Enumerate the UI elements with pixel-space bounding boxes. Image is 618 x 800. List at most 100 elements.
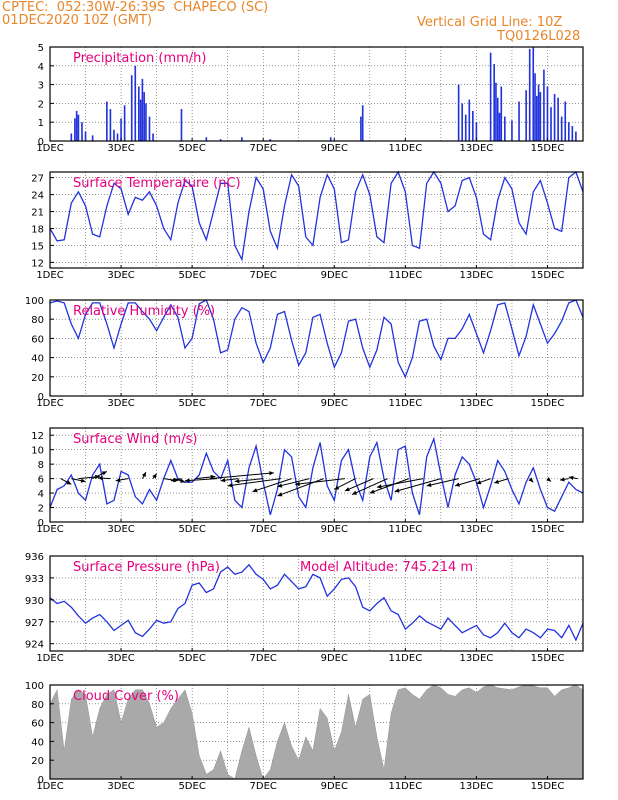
x-tick-label: 7DEC xyxy=(250,143,277,154)
y-tick-label: 12 xyxy=(31,431,44,442)
panel-temp: 12 15 18 21 24 27 1DEC 3DEC 5DEC 7DEC 9DEC 11DEC 13D… xyxy=(31,170,584,281)
wind-arrow-head xyxy=(494,479,500,484)
x-tick-label: 1DEC xyxy=(36,270,63,281)
panel-frame xyxy=(49,299,584,397)
cloud-area xyxy=(49,684,584,780)
panel-title: Cloud Cover (%) xyxy=(73,689,179,704)
wind-arrow xyxy=(234,478,264,483)
precip-bar xyxy=(461,103,464,141)
wind-arrow xyxy=(344,478,374,492)
wind-arrow-head xyxy=(252,488,258,493)
y-tick-label: 100 xyxy=(25,296,44,307)
x-tick-label: 13DEC xyxy=(460,524,494,535)
x-tick-label: 9DEC xyxy=(321,653,348,664)
panel-cloud: 0 20 40 60 80 100 1DEC 3DEC 5DEC 7DEC 9DEC 11DEC 13D… xyxy=(25,681,584,792)
y-tick-label: 8 xyxy=(38,460,44,471)
y-tick-label: 4 xyxy=(38,489,44,500)
precip-bar xyxy=(241,137,243,141)
precip-bar xyxy=(528,48,531,141)
precip-bar xyxy=(138,86,140,141)
y-tick-label: 27 xyxy=(31,174,44,185)
panel-frame xyxy=(49,46,584,142)
panel-frame xyxy=(49,555,584,652)
y-tick-label: 1 xyxy=(38,118,44,129)
wind-arrow-head xyxy=(369,489,375,494)
x-tick-label: 15DEC xyxy=(531,524,565,535)
precip-bar xyxy=(525,90,527,141)
y-tick-label: 60 xyxy=(31,719,44,730)
panel-wind: 0 2 4 6 8 10 12 1DEC 3DEC 5DEC 7DEC 9DEC 11DEC 13DEC 1… xyxy=(31,427,584,535)
wind-arrow-head xyxy=(234,478,240,484)
wind-arrow-head xyxy=(180,478,185,483)
x-tick-label: 5DEC xyxy=(178,270,205,281)
wind-arrow-head xyxy=(220,478,226,483)
x-tick-label: 3DEC xyxy=(107,270,134,281)
precip-bar xyxy=(205,137,208,141)
precip-bar xyxy=(360,116,362,141)
y-tick-label: 40 xyxy=(31,737,44,748)
precip-bar xyxy=(464,114,467,141)
panel-title: Relative Humidity (%) xyxy=(73,304,215,319)
y-tick-label: 12 xyxy=(31,258,44,269)
wind-arrow xyxy=(426,478,459,487)
precip-bar xyxy=(543,69,545,141)
wind-arrow-head xyxy=(559,477,565,482)
wind-arrow-head xyxy=(376,484,382,489)
wind-arrow-head xyxy=(141,472,146,478)
pres-line xyxy=(49,563,584,642)
x-tick-label: 13DEC xyxy=(460,143,494,154)
y-tick-label: 0 xyxy=(38,137,44,148)
wind-arrow-head xyxy=(80,478,86,483)
x-tick-label: 7DEC xyxy=(250,270,277,281)
x-tick-label: 3DEC xyxy=(107,781,134,792)
y-tick-label: 5 xyxy=(38,43,44,54)
y-tick-label: 0 xyxy=(38,392,44,403)
wind-arrow xyxy=(227,478,282,487)
precip-bar xyxy=(141,78,144,141)
wind-arrow xyxy=(376,478,424,488)
wind-arrow-head xyxy=(295,481,300,486)
y-tick-label: 10 xyxy=(31,446,44,457)
y-tick-label: 20 xyxy=(31,373,44,384)
wind-arrow-head xyxy=(476,480,482,485)
wind-arrow-head xyxy=(528,477,534,483)
y-tick-label: 0 xyxy=(38,775,44,786)
x-tick-label: 1DEC xyxy=(36,398,63,409)
x-tick-label: 13DEC xyxy=(460,653,494,664)
wind-arrow-head xyxy=(66,480,72,485)
precip-bar xyxy=(143,92,145,141)
x-tick-label: 11DEC xyxy=(388,398,422,409)
precip-bar xyxy=(123,105,126,141)
y-tick-label: 20 xyxy=(31,756,44,767)
y-tick-label: 933 xyxy=(25,574,44,585)
x-tick-label: 13DEC xyxy=(460,398,494,409)
precip-bar xyxy=(537,84,540,141)
panel-rh: 0 20 40 60 80 100 1DEC 3DEC 5DEC 7DEC 9DEC 11DEC 13D… xyxy=(25,296,584,409)
y-tick-label: 2 xyxy=(38,504,44,515)
x-tick-label: 3DEC xyxy=(107,398,134,409)
precip-bar xyxy=(139,99,142,141)
precip-bar xyxy=(74,118,76,141)
precip-bar xyxy=(560,116,563,141)
precip-bar xyxy=(534,73,536,141)
precip-bar xyxy=(500,86,503,141)
y-tick-label: 927 xyxy=(25,618,44,629)
wind-arrow-head xyxy=(115,477,121,483)
panel-title: Precipitation (mm/h) xyxy=(73,51,206,66)
x-tick-label: 5DEC xyxy=(178,781,205,792)
panel-precip: 0 1 2 3 4 5 1DEC 3DEC 5DEC 7DEC 9DEC 11DEC 13DEC 15DE… xyxy=(36,43,584,154)
wind-arrow xyxy=(351,478,388,495)
x-tick-label: 9DEC xyxy=(321,398,348,409)
precip-bar xyxy=(535,95,538,141)
wind-arrow-head xyxy=(455,482,460,487)
precip-bar xyxy=(539,92,542,141)
y-tick-label: 40 xyxy=(31,354,44,365)
panel-pres: 924 927 930 933 936 1DEC 3DEC 5DEC 7DEC 9DEC 11DEC… xyxy=(25,552,584,664)
header-datetime: 01DEC2020 10Z (GMT) xyxy=(2,13,153,28)
x-tick-label: 5DEC xyxy=(178,143,205,154)
x-tick-label: 11DEC xyxy=(388,270,422,281)
precip-bar xyxy=(495,82,497,141)
y-tick-label: 80 xyxy=(31,700,44,711)
header-grid-note: Vertical Grid Line: 10Z xyxy=(417,15,563,30)
